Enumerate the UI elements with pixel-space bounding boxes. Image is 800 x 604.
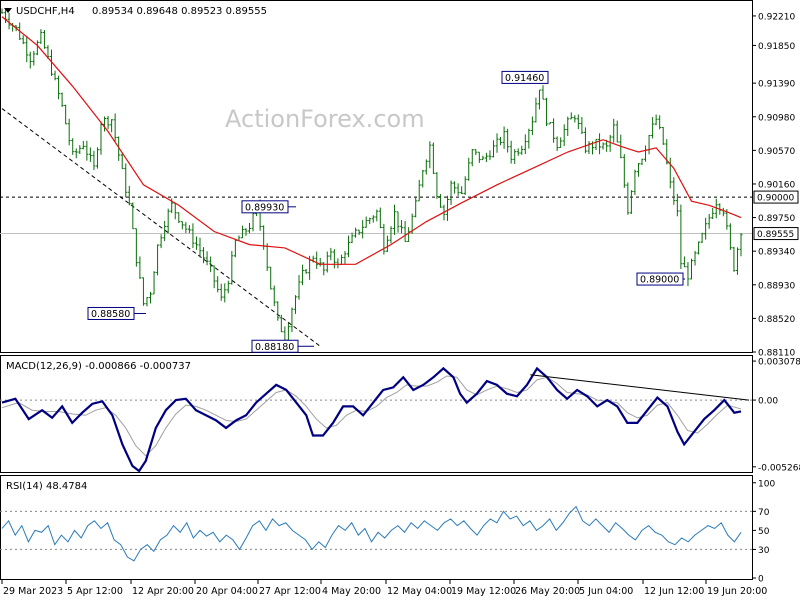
price-axis-tick-label: 0.89340 [758, 248, 795, 258]
price-axis-tick-label: 0.90980 [758, 113, 795, 123]
price-label-box [636, 272, 684, 286]
time-axis-tick-label: 12 May 04:00 [387, 586, 452, 597]
price-label-text: 0.88180 [255, 342, 294, 353]
ohlc-label: 0.89534 0.89648 0.89523 0.89555 [92, 6, 267, 17]
time-axis-tick-label: 29 Mar 2023 [3, 586, 63, 597]
rsi-title: RSI(14) 48.4784 [6, 481, 87, 492]
rsi-line [1, 505, 742, 562]
level-price-label: 0.90000 [757, 194, 794, 204]
macd-axis-tick-label: 0.00 [758, 397, 778, 407]
current-price-label: 0.89555 [757, 230, 794, 240]
price-label-text: 0.89000 [640, 275, 679, 286]
rsi-axis-tick-label: 30 [758, 546, 770, 556]
price-label-box [501, 70, 549, 84]
macd-trendline [530, 374, 750, 401]
price-axis-tick-label: 0.88930 [758, 281, 795, 291]
rsi-pane-frame [0, 475, 753, 580]
time-axis-tick-label: 20 Apr 04:00 [196, 586, 258, 597]
time-axis-tick-label: 4 May 20:00 [322, 586, 381, 597]
time-axis-tick-label: 19 Jun 20:00 [707, 586, 767, 597]
time-axis-tick-label: 26 May 20:00 [515, 586, 580, 597]
rsi-axis-tick-label: 50 [758, 527, 770, 537]
price-axis-tick-label: 0.88520 [758, 315, 795, 325]
time-axis-tick-label: 27 Apr 12:00 [259, 586, 321, 597]
macd-axis-tick-label: 0.003078 [758, 358, 800, 368]
price-axis-tick-label: 0.89750 [758, 214, 795, 224]
time-axis-tick-label: 5 Jun 04:00 [579, 586, 633, 597]
symbol-dropdown-icon[interactable] [4, 8, 12, 13]
macd-signal-line [1, 375, 742, 457]
price-axis-tick-label: 0.88110 [758, 349, 795, 359]
time-axis-tick-label: 5 Apr 12:00 [67, 586, 123, 597]
rsi-axis-tick-label: 70 [758, 508, 770, 518]
watermark: ActionForex.com [225, 105, 425, 133]
price-label-box [241, 200, 289, 214]
price-label-box [87, 306, 135, 320]
macd-line [1, 366, 742, 473]
time-axis-tick-label: 19 May 12:00 [451, 586, 516, 597]
rsi-pane: 100 70 50 30 0 [0, 479, 775, 585]
price-axis-tick-label: 0.91850 [758, 42, 795, 52]
price-label-text: 0.91460 [505, 73, 544, 84]
rsi-axis-tick-label: 0 [758, 575, 764, 585]
price-axis-tick-label: 0.90570 [758, 147, 795, 157]
macd-axis-tick-label: -0.005268 [758, 463, 800, 473]
price-pane-frame [0, 0, 753, 353]
price-pane: 0.92210 0.91850 0.91390 0.90980 0.90570 0.901… [0, 8, 799, 359]
price-label-text: 0.88580 [91, 309, 130, 320]
current-price-box [753, 227, 799, 241]
price-label-text: 0.89930 [245, 202, 284, 213]
price-axis-tick-label: 0.91390 [758, 80, 795, 90]
macd-pane-frame [0, 355, 753, 473]
moving-average-line [1, 16, 742, 265]
time-axis-tick-label: 12 Apr 20:00 [132, 586, 194, 597]
symbol-label: USDCHF,H4 [16, 6, 75, 17]
price-label-box [251, 339, 299, 353]
rsi-axis-tick-label: 100 [758, 479, 775, 489]
trendline [1, 108, 321, 347]
macd-pane: 0.003078 0.00 -0.005268 [0, 358, 800, 473]
time-axis: 29 Mar 2023 5 Apr 12:00 12 Apr 20:00 20 Apr… [1, 580, 767, 597]
price-axis-tick-label: 0.90160 [758, 180, 795, 190]
time-axis-tick-label: 12 Jun 12:00 [644, 586, 704, 597]
level-price-box [753, 190, 799, 204]
macd-title: MACD(12,26,9) -0.000866 -0.000737 [6, 361, 191, 372]
price-axis-tick-label: 0.92210 [758, 12, 795, 22]
